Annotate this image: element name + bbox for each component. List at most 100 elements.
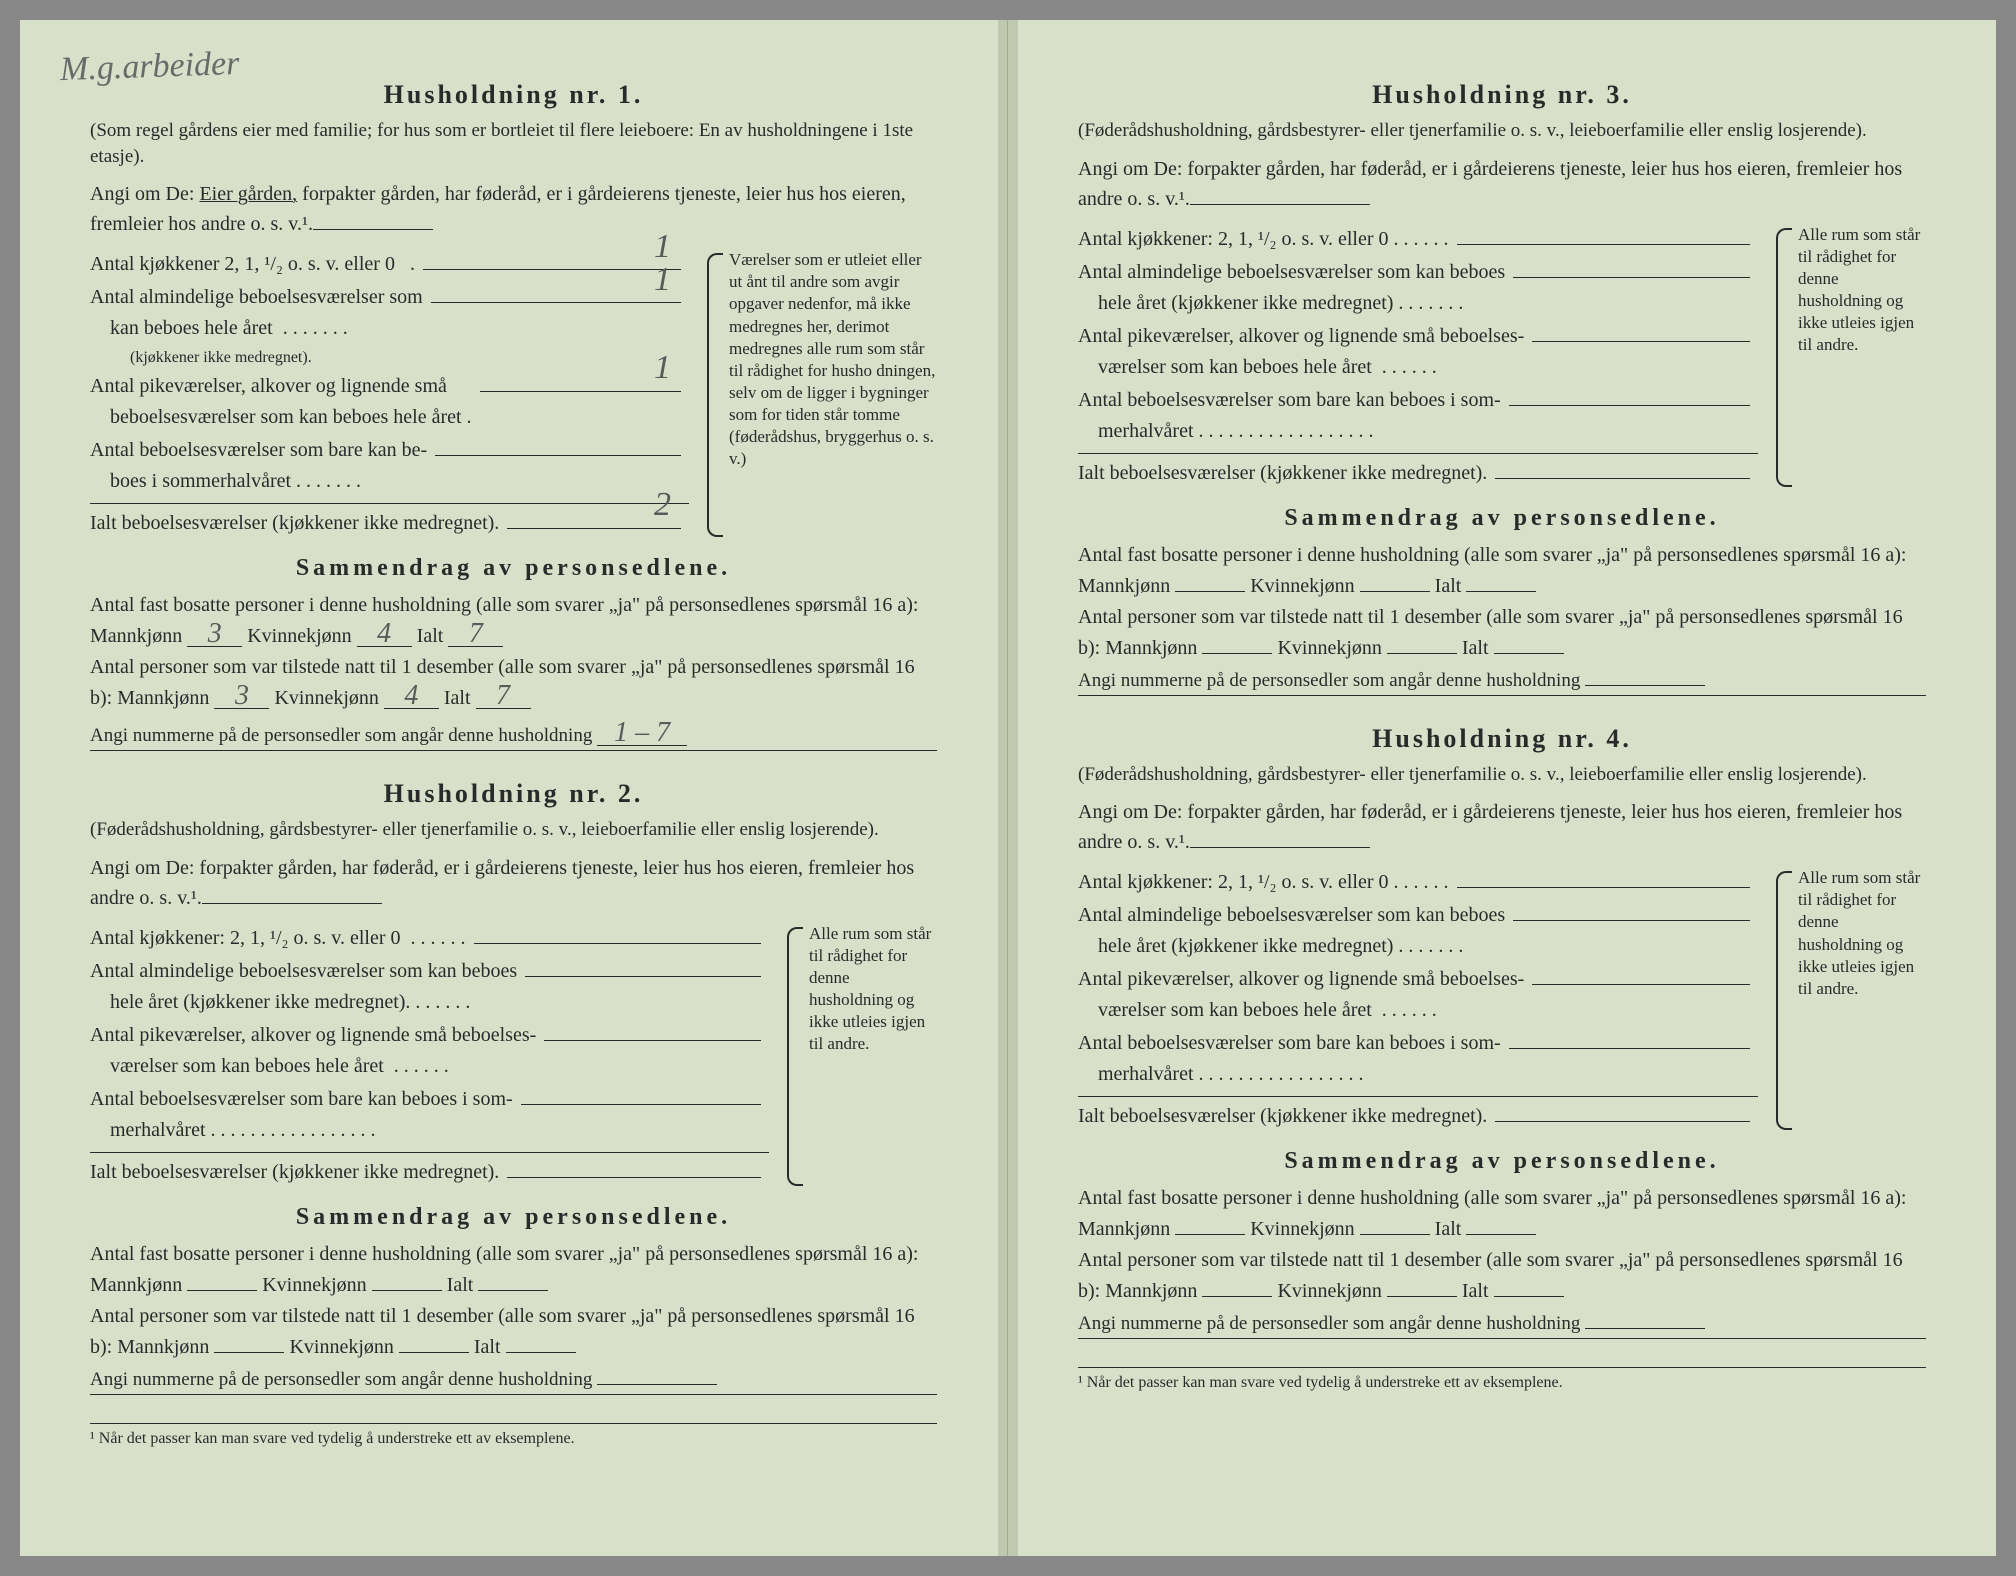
household-1-rooms-block: Antal kjøkkener 2, 1, ¹/₂ o. s. v. eller…	[90, 249, 937, 541]
ialt-b-field[interactable]	[1494, 1279, 1564, 1297]
ialt-label: Ialt	[444, 687, 471, 709]
room-total-field[interactable]: 2	[507, 528, 681, 529]
room-total-row: Ialt beboelsesværelser (kjøkkener ikke m…	[90, 1152, 769, 1188]
ialt-a-field[interactable]	[478, 1273, 548, 1291]
room-field[interactable]	[521, 1104, 761, 1105]
ialt-a-field[interactable]	[1466, 1217, 1536, 1235]
room-field[interactable]	[1513, 920, 1750, 921]
angi-nummer-field[interactable]	[597, 1384, 717, 1385]
kvinne-b-field[interactable]	[1387, 636, 1457, 654]
angi-trailing	[313, 229, 433, 230]
census-document: M.g.arbeider Husholdning nr. 1. (Som reg…	[20, 20, 1996, 1556]
room-label: Antal pikeværelser, alkover og lignende …	[1078, 321, 1524, 383]
ialt-b-field[interactable]: 7	[476, 683, 531, 709]
summary-line-b: Antal personer som var tilstede natt til…	[1078, 602, 1926, 664]
ialt-label: Ialt	[1462, 1280, 1489, 1302]
room-field[interactable]	[1509, 1048, 1750, 1049]
household-2: Husholdning nr. 2. (Føderådshusholdning,…	[90, 779, 937, 1395]
room-label: Antal beboelsesværelser som bare kan beb…	[90, 1084, 513, 1146]
room-field[interactable]	[525, 976, 761, 977]
angi-nummer-field[interactable]: 1 – 7	[597, 720, 687, 746]
household-2-rooms-block: Antal kjøkkener: 2, 1, ¹/₂ o. s. v. elle…	[90, 923, 937, 1190]
household-3-intro: (Føderådshusholdning, gårdsbestyrer- ell…	[1078, 118, 1926, 144]
mann-b-field[interactable]	[1202, 1279, 1272, 1297]
kvinne-label: Kvinnekjønn	[1277, 1280, 1381, 1302]
household-4: Husholdning nr. 4. (Føderådshusholdning,…	[1078, 724, 1926, 1340]
room-row: Antal beboelsesværelser som bare kan beb…	[1078, 385, 1758, 447]
room-field[interactable]	[474, 943, 762, 944]
household-4-intro: (Føderådshusholdning, gårdsbestyrer- ell…	[1078, 762, 1926, 788]
room-row: Antal beboelsesværelser som bare kan beb…	[90, 1084, 769, 1146]
mann-b-field[interactable]: 3	[214, 683, 269, 709]
ialt-a-field[interactable]	[1466, 574, 1536, 592]
household-4-brace-text: Alle rum som står til rådighet for denne…	[1776, 867, 1926, 1134]
room-total-field[interactable]	[1495, 1121, 1750, 1122]
summary-line-b: Antal personer som var tilstede natt til…	[90, 652, 937, 714]
ialt-label: Ialt	[1435, 1218, 1462, 1240]
angi-text: Angi om De: forpakter gården, har føderå…	[1078, 801, 1902, 853]
angi-text: Angi om De: forpakter gården, har føderå…	[90, 857, 914, 909]
kvinne-b-field[interactable]: 4	[384, 683, 439, 709]
household-4-rooms-block: Antal kjøkkener: 2, 1, ¹/₂ o. s. v. elle…	[1078, 867, 1926, 1134]
room-field[interactable]	[435, 455, 681, 456]
room-field[interactable]	[1513, 277, 1750, 278]
room-field[interactable]: 1	[431, 302, 681, 303]
room-row: Antal pikeværelser, alkover og lignende …	[1078, 964, 1758, 1026]
household-2-title: Husholdning nr. 2.	[90, 779, 937, 809]
mann-b-field[interactable]	[1202, 636, 1272, 654]
kvinne-b-field[interactable]	[1387, 1279, 1457, 1297]
room-total-row: Ialt beboelsesværelser (kjøkkener ikke m…	[1078, 1096, 1758, 1132]
room-label: Antal beboelsesværelser som bare kan beb…	[1078, 385, 1501, 447]
angi-nummer-field[interactable]	[1585, 1328, 1705, 1329]
angi-nummer-field[interactable]	[1585, 685, 1705, 686]
room-field[interactable]	[1457, 244, 1751, 245]
page-left: M.g.arbeider Husholdning nr. 1. (Som reg…	[20, 20, 1008, 1556]
room-total-field[interactable]	[507, 1177, 761, 1178]
room-field[interactable]: 1	[423, 269, 681, 270]
room-field[interactable]	[1532, 341, 1750, 342]
ialt-b-field[interactable]	[506, 1335, 576, 1353]
kvinne-a-field[interactable]	[1360, 574, 1430, 592]
mann-b-field[interactable]	[214, 1335, 284, 1353]
kvinne-a-field[interactable]	[372, 1273, 442, 1291]
kvinne-a-field[interactable]	[1360, 1217, 1430, 1235]
angi-underlined: Eier gården,	[199, 183, 297, 205]
room-total-label: Ialt beboelsesværelser (kjøkkener ikke m…	[1078, 1101, 1487, 1132]
mann-a-field[interactable]	[1175, 1217, 1245, 1235]
room-field[interactable]	[1457, 887, 1751, 888]
room-value: 1	[654, 254, 671, 307]
footnote-left: ¹ Når det passer kan man svare ved tydel…	[90, 1423, 937, 1448]
household-3-angi: Angi om De: forpakter gården, har føderå…	[1078, 154, 1926, 214]
mann-a-field[interactable]	[1175, 574, 1245, 592]
household-1-rooms: Antal kjøkkener 2, 1, ¹/₂ o. s. v. eller…	[90, 249, 689, 541]
room-label: Antal almindelige beboelsesværelser som …	[1078, 257, 1505, 319]
kvinne-label: Kvinnekjønn	[1250, 1218, 1354, 1240]
room-label: Antal beboelsesværelser som bare kan be-…	[90, 435, 427, 497]
room-total-row: Ialt beboelsesværelser (kjøkkener ikke m…	[90, 503, 689, 539]
room-field[interactable]	[1509, 405, 1750, 406]
mann-a-field[interactable]: 3	[187, 621, 242, 647]
ialt-b-field[interactable]	[1494, 636, 1564, 654]
ialt-label: Ialt	[474, 1336, 501, 1358]
angi-nummer-label: Angi nummerne på de personsedler som ang…	[1078, 1313, 1580, 1334]
room-label: Antal almindelige beboelsesværelser som …	[1078, 900, 1505, 962]
kvinne-label: Kvinnekjønn	[262, 1274, 366, 1296]
room-field[interactable]: 1	[480, 391, 681, 392]
room-total-field[interactable]	[1495, 478, 1750, 479]
room-total-value: 2	[654, 479, 671, 532]
ialt-a-field[interactable]: 7	[448, 621, 503, 647]
angi-nummer-line: Angi nummerne på de personsedler som ang…	[90, 720, 937, 751]
kvinne-a-field[interactable]: 4	[357, 621, 412, 647]
room-label: Antal pikeværelser, alkover og lignende …	[90, 371, 472, 433]
room-label: Antal almindelige beboelsesværelser som …	[90, 282, 423, 344]
kvinne-b-field[interactable]	[399, 1335, 469, 1353]
ialt-label: Ialt	[1435, 575, 1462, 597]
household-4-angi: Angi om De: forpakter gården, har føderå…	[1078, 797, 1926, 857]
room-field[interactable]	[544, 1040, 761, 1041]
summary-line-a: Antal fast bosatte personer i denne hush…	[1078, 540, 1926, 602]
angi-prefix: Angi om De:	[90, 183, 199, 205]
ialt-label: Ialt	[1462, 637, 1489, 659]
room-field[interactable]	[1532, 984, 1750, 985]
room-value: 1	[654, 342, 671, 395]
mann-a-field[interactable]	[187, 1273, 257, 1291]
